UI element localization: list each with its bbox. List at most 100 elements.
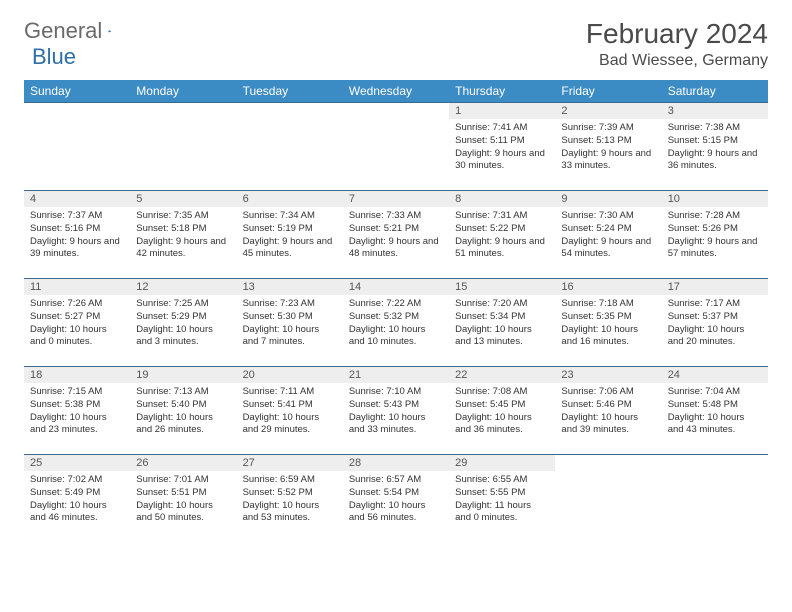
calendar-row: 18Sunrise: 7:15 AMSunset: 5:38 PMDayligh… xyxy=(24,367,768,455)
calendar-cell: 25Sunrise: 7:02 AMSunset: 5:49 PMDayligh… xyxy=(24,455,130,543)
logo: General xyxy=(24,18,130,44)
calendar-row: 1Sunrise: 7:41 AMSunset: 5:11 PMDaylight… xyxy=(24,103,768,191)
calendar-table: SundayMondayTuesdayWednesdayThursdayFrid… xyxy=(24,80,768,543)
day-number: 23 xyxy=(555,367,661,383)
calendar-cell: 1Sunrise: 7:41 AMSunset: 5:11 PMDaylight… xyxy=(449,103,555,191)
day-details: Sunrise: 7:22 AMSunset: 5:32 PMDaylight:… xyxy=(343,295,449,353)
day-number: 12 xyxy=(130,279,236,295)
day-details: Sunrise: 7:39 AMSunset: 5:13 PMDaylight:… xyxy=(555,119,661,177)
day-details: Sunrise: 7:04 AMSunset: 5:48 PMDaylight:… xyxy=(662,383,768,441)
day-number: 28 xyxy=(343,455,449,471)
day-details: Sunrise: 7:37 AMSunset: 5:16 PMDaylight:… xyxy=(24,207,130,265)
calendar-cell: 15Sunrise: 7:20 AMSunset: 5:34 PMDayligh… xyxy=(449,279,555,367)
calendar-cell: 3Sunrise: 7:38 AMSunset: 5:15 PMDaylight… xyxy=(662,103,768,191)
day-number: 7 xyxy=(343,191,449,207)
day-details: Sunrise: 6:57 AMSunset: 5:54 PMDaylight:… xyxy=(343,471,449,529)
month-title: February 2024 xyxy=(586,18,768,50)
day-number: 18 xyxy=(24,367,130,383)
day-number: 20 xyxy=(237,367,343,383)
day-number: 4 xyxy=(24,191,130,207)
calendar-cell: 10Sunrise: 7:28 AMSunset: 5:26 PMDayligh… xyxy=(662,191,768,279)
calendar-cell: 8Sunrise: 7:31 AMSunset: 5:22 PMDaylight… xyxy=(449,191,555,279)
weekday-header: Sunday xyxy=(24,80,130,103)
day-details: Sunrise: 6:55 AMSunset: 5:55 PMDaylight:… xyxy=(449,471,555,529)
calendar-cell: 13Sunrise: 7:23 AMSunset: 5:30 PMDayligh… xyxy=(237,279,343,367)
weekday-header: Friday xyxy=(555,80,661,103)
calendar-row: 4Sunrise: 7:37 AMSunset: 5:16 PMDaylight… xyxy=(24,191,768,279)
day-details: Sunrise: 7:15 AMSunset: 5:38 PMDaylight:… xyxy=(24,383,130,441)
day-number: 14 xyxy=(343,279,449,295)
calendar-cell: 26Sunrise: 7:01 AMSunset: 5:51 PMDayligh… xyxy=(130,455,236,543)
weekday-header: Monday xyxy=(130,80,236,103)
calendar-cell: 17Sunrise: 7:17 AMSunset: 5:37 PMDayligh… xyxy=(662,279,768,367)
calendar-cell xyxy=(237,103,343,191)
day-details: Sunrise: 7:08 AMSunset: 5:45 PMDaylight:… xyxy=(449,383,555,441)
calendar-cell: 20Sunrise: 7:11 AMSunset: 5:41 PMDayligh… xyxy=(237,367,343,455)
day-number: 2 xyxy=(555,103,661,119)
calendar-cell xyxy=(343,103,449,191)
day-details: Sunrise: 7:10 AMSunset: 5:43 PMDaylight:… xyxy=(343,383,449,441)
day-details: Sunrise: 7:28 AMSunset: 5:26 PMDaylight:… xyxy=(662,207,768,265)
day-details: Sunrise: 7:41 AMSunset: 5:11 PMDaylight:… xyxy=(449,119,555,177)
day-details: Sunrise: 7:20 AMSunset: 5:34 PMDaylight:… xyxy=(449,295,555,353)
calendar-cell: 28Sunrise: 6:57 AMSunset: 5:54 PMDayligh… xyxy=(343,455,449,543)
day-number: 24 xyxy=(662,367,768,383)
calendar-cell xyxy=(24,103,130,191)
calendar-cell: 7Sunrise: 7:33 AMSunset: 5:21 PMDaylight… xyxy=(343,191,449,279)
day-details: Sunrise: 7:06 AMSunset: 5:46 PMDaylight:… xyxy=(555,383,661,441)
day-details: Sunrise: 7:31 AMSunset: 5:22 PMDaylight:… xyxy=(449,207,555,265)
day-number: 8 xyxy=(449,191,555,207)
calendar-cell: 2Sunrise: 7:39 AMSunset: 5:13 PMDaylight… xyxy=(555,103,661,191)
day-details: Sunrise: 7:34 AMSunset: 5:19 PMDaylight:… xyxy=(237,207,343,265)
day-details: Sunrise: 7:18 AMSunset: 5:35 PMDaylight:… xyxy=(555,295,661,353)
location-label: Bad Wiessee, Germany xyxy=(586,52,768,70)
day-number: 10 xyxy=(662,191,768,207)
logo-word-1: General xyxy=(24,18,102,44)
day-details: Sunrise: 7:02 AMSunset: 5:49 PMDaylight:… xyxy=(24,471,130,529)
calendar-body: 1Sunrise: 7:41 AMSunset: 5:11 PMDaylight… xyxy=(24,103,768,543)
weekday-header: Wednesday xyxy=(343,80,449,103)
day-number: 11 xyxy=(24,279,130,295)
calendar-cell: 11Sunrise: 7:26 AMSunset: 5:27 PMDayligh… xyxy=(24,279,130,367)
page-header: General February 2024 Bad Wiessee, Germa… xyxy=(24,18,768,70)
calendar-cell: 27Sunrise: 6:59 AMSunset: 5:52 PMDayligh… xyxy=(237,455,343,543)
day-number: 19 xyxy=(130,367,236,383)
logo-word-2: Blue xyxy=(32,44,76,70)
day-details: Sunrise: 7:26 AMSunset: 5:27 PMDaylight:… xyxy=(24,295,130,353)
day-number: 1 xyxy=(449,103,555,119)
weekday-header: Thursday xyxy=(449,80,555,103)
calendar-cell: 12Sunrise: 7:25 AMSunset: 5:29 PMDayligh… xyxy=(130,279,236,367)
day-number: 29 xyxy=(449,455,555,471)
calendar-cell xyxy=(555,455,661,543)
logo-sail-icon xyxy=(108,22,111,40)
calendar-row: 25Sunrise: 7:02 AMSunset: 5:49 PMDayligh… xyxy=(24,455,768,543)
calendar-cell: 29Sunrise: 6:55 AMSunset: 5:55 PMDayligh… xyxy=(449,455,555,543)
day-number: 6 xyxy=(237,191,343,207)
day-number: 15 xyxy=(449,279,555,295)
day-details: Sunrise: 7:23 AMSunset: 5:30 PMDaylight:… xyxy=(237,295,343,353)
day-number: 3 xyxy=(662,103,768,119)
calendar-cell: 24Sunrise: 7:04 AMSunset: 5:48 PMDayligh… xyxy=(662,367,768,455)
title-block: February 2024 Bad Wiessee, Germany xyxy=(586,18,768,70)
day-details: Sunrise: 7:01 AMSunset: 5:51 PMDaylight:… xyxy=(130,471,236,529)
day-details: Sunrise: 7:25 AMSunset: 5:29 PMDaylight:… xyxy=(130,295,236,353)
day-number: 27 xyxy=(237,455,343,471)
day-number: 5 xyxy=(130,191,236,207)
day-number: 22 xyxy=(449,367,555,383)
calendar-header-row: SundayMondayTuesdayWednesdayThursdayFrid… xyxy=(24,80,768,103)
day-details: Sunrise: 7:35 AMSunset: 5:18 PMDaylight:… xyxy=(130,207,236,265)
day-number: 17 xyxy=(662,279,768,295)
calendar-cell xyxy=(662,455,768,543)
calendar-cell: 18Sunrise: 7:15 AMSunset: 5:38 PMDayligh… xyxy=(24,367,130,455)
calendar-cell: 14Sunrise: 7:22 AMSunset: 5:32 PMDayligh… xyxy=(343,279,449,367)
day-number: 13 xyxy=(237,279,343,295)
day-number: 21 xyxy=(343,367,449,383)
day-number: 16 xyxy=(555,279,661,295)
calendar-row: 11Sunrise: 7:26 AMSunset: 5:27 PMDayligh… xyxy=(24,279,768,367)
day-number: 25 xyxy=(24,455,130,471)
calendar-cell: 9Sunrise: 7:30 AMSunset: 5:24 PMDaylight… xyxy=(555,191,661,279)
calendar-cell: 16Sunrise: 7:18 AMSunset: 5:35 PMDayligh… xyxy=(555,279,661,367)
calendar-cell: 22Sunrise: 7:08 AMSunset: 5:45 PMDayligh… xyxy=(449,367,555,455)
calendar-cell: 6Sunrise: 7:34 AMSunset: 5:19 PMDaylight… xyxy=(237,191,343,279)
day-details: Sunrise: 7:13 AMSunset: 5:40 PMDaylight:… xyxy=(130,383,236,441)
